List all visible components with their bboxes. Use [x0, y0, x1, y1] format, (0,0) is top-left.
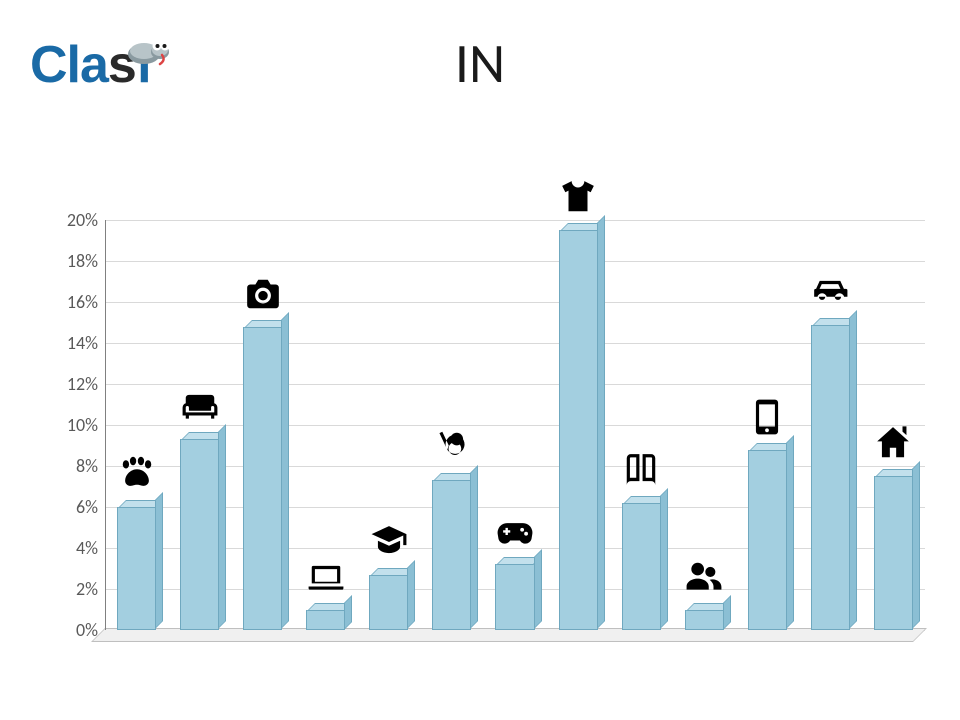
sofa-icon — [181, 387, 219, 425]
bar-paw — [117, 220, 156, 630]
y-tick-label: 20% — [43, 209, 98, 231]
y-tick-label: 16% — [43, 291, 98, 313]
bar-side — [155, 492, 163, 629]
house-icon — [874, 424, 912, 462]
y-tick-label: 0% — [43, 619, 98, 641]
bar-phone — [748, 220, 787, 630]
bar-side — [344, 595, 352, 630]
bar-grad-cap — [369, 220, 408, 630]
paw-icon — [118, 455, 156, 493]
y-tick-label: 2% — [43, 578, 98, 600]
y-axis — [105, 220, 106, 630]
bar-front — [748, 450, 787, 630]
plot-area: 0%2%4%6%8%10%12%14%16%18%20% — [105, 220, 925, 630]
bar-house — [874, 220, 913, 630]
page: Clasf IN 0%2%4%6%8%10%12%14%16%18%20% — [0, 0, 960, 720]
bar-side — [786, 435, 794, 629]
bar-front — [117, 507, 156, 630]
bar-front — [306, 610, 345, 631]
bar-side — [597, 215, 605, 629]
bar-people — [685, 220, 724, 630]
bar-side — [912, 461, 920, 629]
y-tick-label: 12% — [43, 373, 98, 395]
bar-side — [407, 560, 415, 629]
camera-icon — [244, 275, 282, 313]
bar-tennis — [432, 220, 471, 630]
bar-front — [432, 480, 471, 630]
bar-side — [723, 595, 731, 630]
y-tick-label: 14% — [43, 332, 98, 354]
chart-title: IN — [0, 30, 960, 98]
bar-side — [534, 549, 542, 629]
y-tick-label: 6% — [43, 496, 98, 518]
bar-front — [243, 327, 282, 630]
book-icon — [622, 451, 660, 489]
bar-sofa — [180, 220, 219, 630]
bar-side — [470, 465, 478, 629]
bar-book — [622, 220, 661, 630]
bar-front — [622, 503, 661, 630]
bar-chart: 0%2%4%6%8%10%12%14%16%18%20% — [55, 220, 935, 655]
laptop-icon — [307, 558, 345, 596]
bar-front — [685, 610, 724, 631]
bar-side — [281, 312, 289, 629]
y-tick-label: 18% — [43, 250, 98, 272]
car-icon — [811, 273, 849, 311]
bar-side — [660, 488, 668, 629]
bar-gamepad — [495, 220, 534, 630]
bar-front — [811, 325, 850, 630]
bar-front — [369, 575, 408, 630]
bar-front — [180, 439, 219, 630]
bar-front — [495, 564, 534, 630]
bar-tshirt — [559, 220, 598, 630]
phone-icon — [748, 398, 786, 436]
y-tick-label: 4% — [43, 537, 98, 559]
y-tick-label: 10% — [43, 414, 98, 436]
grad-cap-icon — [370, 523, 408, 561]
bar-front — [559, 230, 598, 630]
tshirt-icon — [559, 178, 597, 216]
bar-side — [849, 310, 857, 629]
bar-laptop — [306, 220, 345, 630]
bar-side — [218, 424, 226, 629]
bar-camera — [243, 220, 282, 630]
tennis-icon — [433, 428, 471, 466]
chart-floor — [91, 628, 927, 642]
y-tick-label: 8% — [43, 455, 98, 477]
people-icon — [685, 558, 723, 596]
gamepad-icon — [496, 512, 534, 550]
bar-car — [811, 220, 850, 630]
bar-front — [874, 476, 913, 630]
